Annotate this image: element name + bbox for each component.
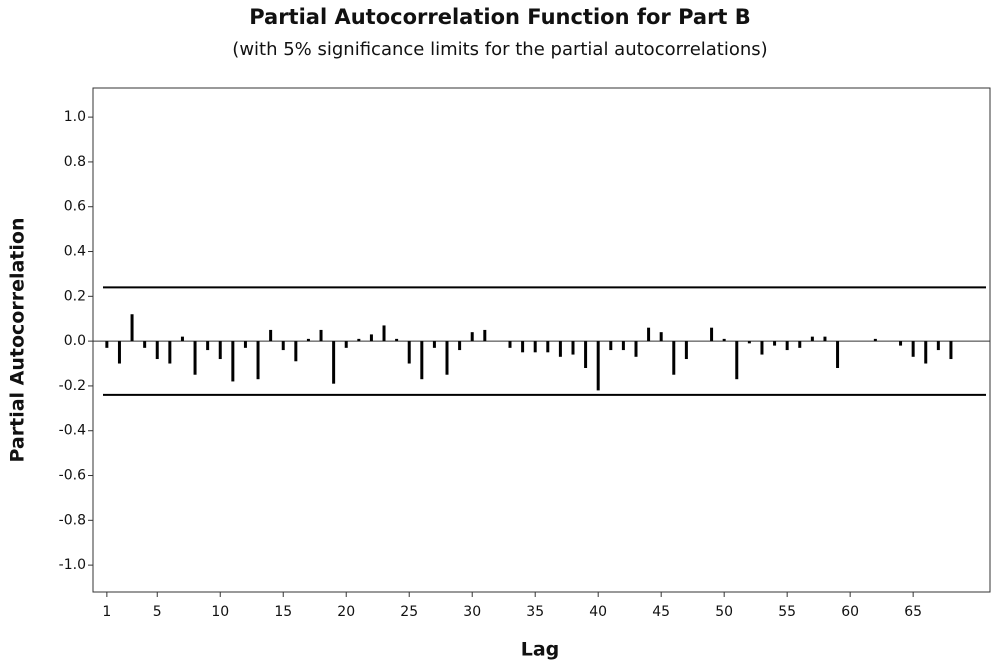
y-tick-label: -0.8 bbox=[59, 512, 86, 528]
x-tick-label: 60 bbox=[841, 604, 859, 620]
x-tick-label: 5 bbox=[153, 604, 162, 620]
y-tick-label: -0.6 bbox=[59, 468, 86, 484]
x-tick-label: 40 bbox=[589, 604, 607, 620]
x-tick-label: 45 bbox=[652, 604, 670, 620]
x-tick-label: 35 bbox=[526, 604, 544, 620]
x-tick-label: 30 bbox=[463, 604, 481, 620]
x-tick-label: 65 bbox=[904, 604, 922, 620]
y-tick-label: 0.2 bbox=[64, 288, 86, 304]
x-tick-label: 10 bbox=[211, 604, 229, 620]
y-tick-label: 1.0 bbox=[64, 109, 86, 125]
y-tick-label: 0.6 bbox=[64, 199, 86, 215]
y-tick-label: -1.0 bbox=[59, 557, 86, 573]
y-tick-label: -0.2 bbox=[59, 378, 86, 394]
plot-frame bbox=[92, 87, 991, 593]
y-tick-label: 0.8 bbox=[64, 154, 86, 170]
y-axis-label: Partial Autocorrelation bbox=[7, 218, 29, 463]
x-tick-label: 55 bbox=[778, 604, 796, 620]
y-tick-label: -0.4 bbox=[59, 423, 86, 439]
x-tick-label: 1 bbox=[102, 604, 111, 620]
x-tick-label: 15 bbox=[274, 604, 292, 620]
y-tick-label: 0.0 bbox=[64, 333, 86, 349]
x-tick-label: 50 bbox=[715, 604, 733, 620]
chart-subtitle: (with 5% significance limits for the par… bbox=[232, 39, 767, 60]
x-tick-label: 25 bbox=[400, 604, 418, 620]
x-axis-label: Lag bbox=[521, 639, 560, 661]
y-tick-label: 0.4 bbox=[64, 244, 86, 260]
chart-title: Partial Autocorrelation Function for Par… bbox=[249, 5, 751, 29]
x-tick-label: 20 bbox=[337, 604, 355, 620]
